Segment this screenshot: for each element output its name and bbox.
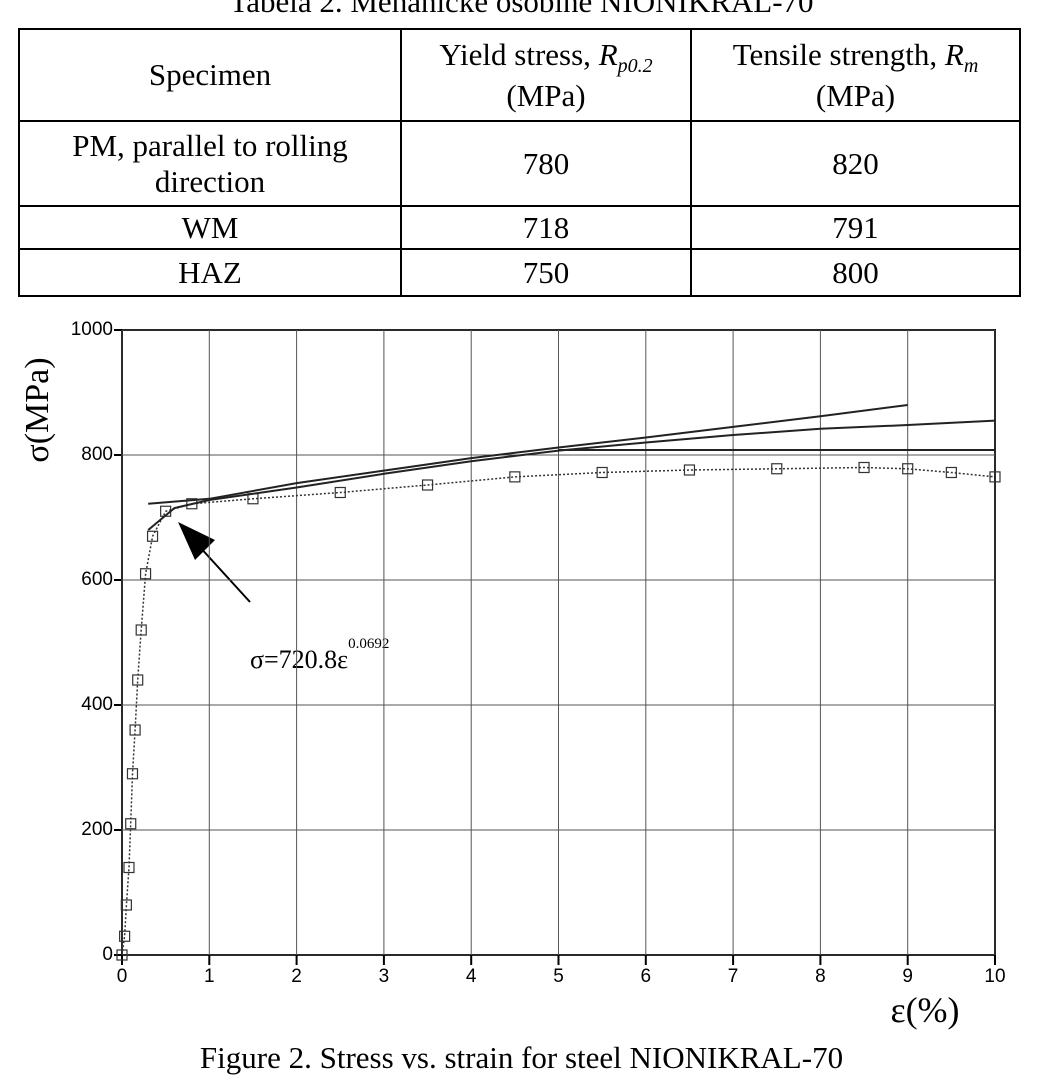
data-marker — [683, 464, 696, 476]
header-text: Specimen — [148, 57, 272, 93]
x-tick-label: 3 — [379, 966, 390, 987]
x-axis-label: ε(%) — [890, 990, 959, 1030]
x-tick-label: 8 — [815, 966, 826, 987]
y-tick-label: 200 — [81, 819, 113, 840]
y-tick-label: 600 — [81, 569, 113, 590]
x-tick-label: 5 — [553, 966, 564, 987]
header-row: Specimen Yield stress, Rp0.2 (MPa) Tensil… — [18, 28, 1021, 122]
data-marker — [129, 724, 141, 736]
cell: 750 — [400, 248, 692, 297]
figure-caption: Figure 2. Stress vs. strain for steel NI… — [199, 1040, 844, 1075]
data-marker — [120, 899, 132, 911]
data-marker — [119, 930, 131, 942]
x-tick-label: 10 — [984, 966, 1005, 987]
arrow-shaft — [197, 544, 251, 603]
header-unit: (MPa) — [506, 77, 586, 113]
header-cell: Tensile strength, Rm (MPa) — [690, 28, 1021, 122]
data-marker — [334, 486, 346, 499]
data-marker — [509, 471, 521, 483]
annotation: σ=720.8ε0.0692 — [250, 636, 389, 674]
cell: WM — [18, 205, 402, 250]
row: PM, parallel to rolling direction 780 82… — [18, 120, 1021, 207]
table: Specimen Yield stress, Rp0.2 (MPa) Tensil… — [18, 28, 1021, 297]
data-marker — [945, 466, 957, 479]
header-subscript: m — [963, 54, 979, 77]
annotation-text: σ=720.8ε — [250, 645, 348, 674]
y-tick-label: 1000 — [71, 319, 113, 340]
x-tick-label: 4 — [466, 966, 477, 987]
series-line — [147, 419, 996, 531]
data-marker — [771, 463, 783, 475]
cell: 791 — [690, 205, 1021, 250]
row: HAZ 750 800 — [18, 248, 1021, 297]
header-cell: Yield stress, Rp0.2 (MPa) — [400, 28, 692, 122]
cell: 718 — [400, 205, 692, 250]
data-marker — [132, 674, 144, 686]
data-marker — [126, 768, 139, 780]
cell: 800 — [690, 248, 1021, 297]
row: WM 718 791 — [18, 205, 1021, 250]
cell: 820 — [690, 120, 1021, 207]
data-marker — [902, 463, 914, 475]
data-marker — [139, 568, 152, 580]
header-unit: (MPa) — [815, 77, 896, 113]
data-marker — [123, 861, 135, 874]
table-caption: Tabela 2. Mehaničke osobine NIONIKRAL-70 — [229, 0, 814, 19]
header-subscript: p0.2 — [617, 54, 653, 77]
x-tick-label: 9 — [902, 966, 913, 987]
y-tick-label: 800 — [81, 444, 113, 465]
data-marker — [858, 461, 870, 474]
cell: 780 — [400, 120, 692, 207]
header-text: Tensile strength, — [732, 36, 945, 72]
x-tick-label: 7 — [728, 966, 739, 987]
data-marker — [146, 530, 159, 542]
data-marker — [596, 466, 608, 479]
data-marker — [116, 949, 128, 961]
series-line — [148, 404, 908, 505]
y-tick-label: 0 — [102, 944, 113, 965]
annotation-exponent: 0.0692 — [348, 636, 389, 652]
header-symbol: R — [944, 36, 964, 72]
cell: HAZ — [18, 248, 402, 297]
x-tick-label: 0 — [117, 966, 128, 987]
x-tick-label: 6 — [641, 966, 652, 987]
data-marker — [125, 818, 137, 830]
header-cell: Specimen — [18, 28, 402, 122]
cell: PM, parallel to rolling direction — [18, 120, 402, 207]
data-marker — [421, 479, 434, 491]
x-tick-label: 1 — [204, 966, 215, 987]
data-marker — [135, 624, 147, 636]
y-axis-label: σ(MPa) — [19, 357, 56, 462]
header-symbol: R — [598, 36, 618, 72]
y-tick-label: 400 — [81, 694, 113, 715]
data-marker — [989, 471, 1001, 483]
header-text: Yield stress, — [439, 36, 599, 72]
arrow-head — [178, 522, 215, 560]
x-tick-label: 2 — [291, 966, 302, 987]
